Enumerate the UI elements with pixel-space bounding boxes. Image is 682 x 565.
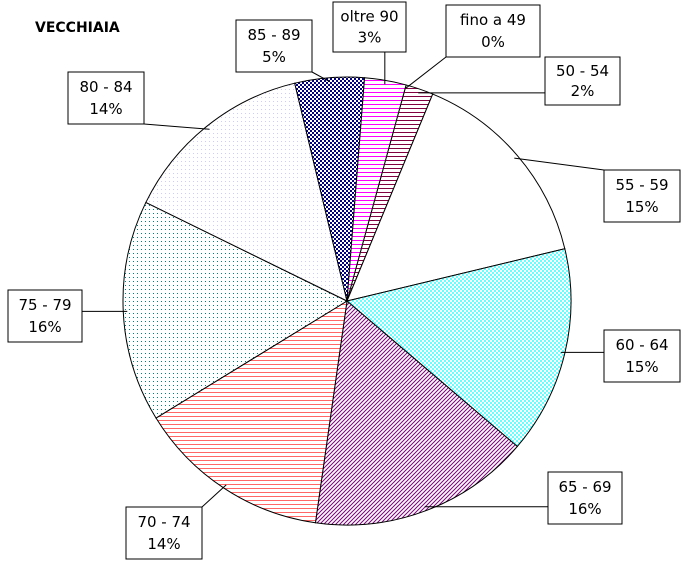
pie-slice bbox=[314, 300, 519, 526]
label-box bbox=[547, 471, 623, 525]
value-label: 0% bbox=[481, 33, 505, 51]
value-label: 2% bbox=[571, 82, 595, 100]
pie-slice bbox=[145, 82, 348, 302]
value-label: 5% bbox=[262, 48, 286, 66]
category-label: 50 - 54 bbox=[556, 62, 609, 80]
category-label: 85 - 89 bbox=[247, 26, 300, 44]
value-label: 16% bbox=[568, 500, 601, 518]
value-label: 15% bbox=[625, 198, 658, 216]
pie-slice bbox=[155, 300, 348, 524]
category-label: fino a 49 bbox=[460, 11, 526, 29]
category-label: 75 - 79 bbox=[18, 296, 71, 314]
value-label: 14% bbox=[147, 535, 180, 553]
label-box bbox=[125, 506, 203, 560]
category-label: 60 - 64 bbox=[615, 336, 668, 354]
label-box bbox=[603, 329, 681, 383]
label-box bbox=[235, 19, 313, 73]
category-label: 70 - 74 bbox=[137, 513, 190, 531]
label-box bbox=[445, 4, 541, 58]
label-box bbox=[332, 1, 407, 53]
label-box bbox=[603, 169, 681, 223]
category-label: oltre 90 bbox=[340, 8, 398, 26]
pie-slice bbox=[346, 93, 566, 302]
label-box bbox=[67, 71, 145, 125]
category-label: 65 - 69 bbox=[558, 478, 611, 496]
category-label: 80 - 84 bbox=[79, 78, 132, 96]
pie-slice bbox=[346, 77, 407, 302]
value-label: 16% bbox=[28, 318, 61, 336]
category-label: 55 - 59 bbox=[615, 176, 668, 194]
leader-line bbox=[404, 56, 447, 90]
leader-line bbox=[311, 71, 330, 83]
label-box bbox=[7, 289, 83, 343]
value-label: 14% bbox=[89, 100, 122, 118]
label-box bbox=[544, 56, 621, 106]
chart-title: VECCHIAIA bbox=[35, 20, 120, 36]
pie-slice bbox=[345, 248, 572, 448]
leader-line bbox=[514, 157, 605, 171]
value-label: 3% bbox=[358, 29, 382, 47]
leader-line bbox=[201, 484, 227, 508]
value-label: 15% bbox=[625, 358, 658, 376]
leader-line bbox=[143, 123, 210, 130]
